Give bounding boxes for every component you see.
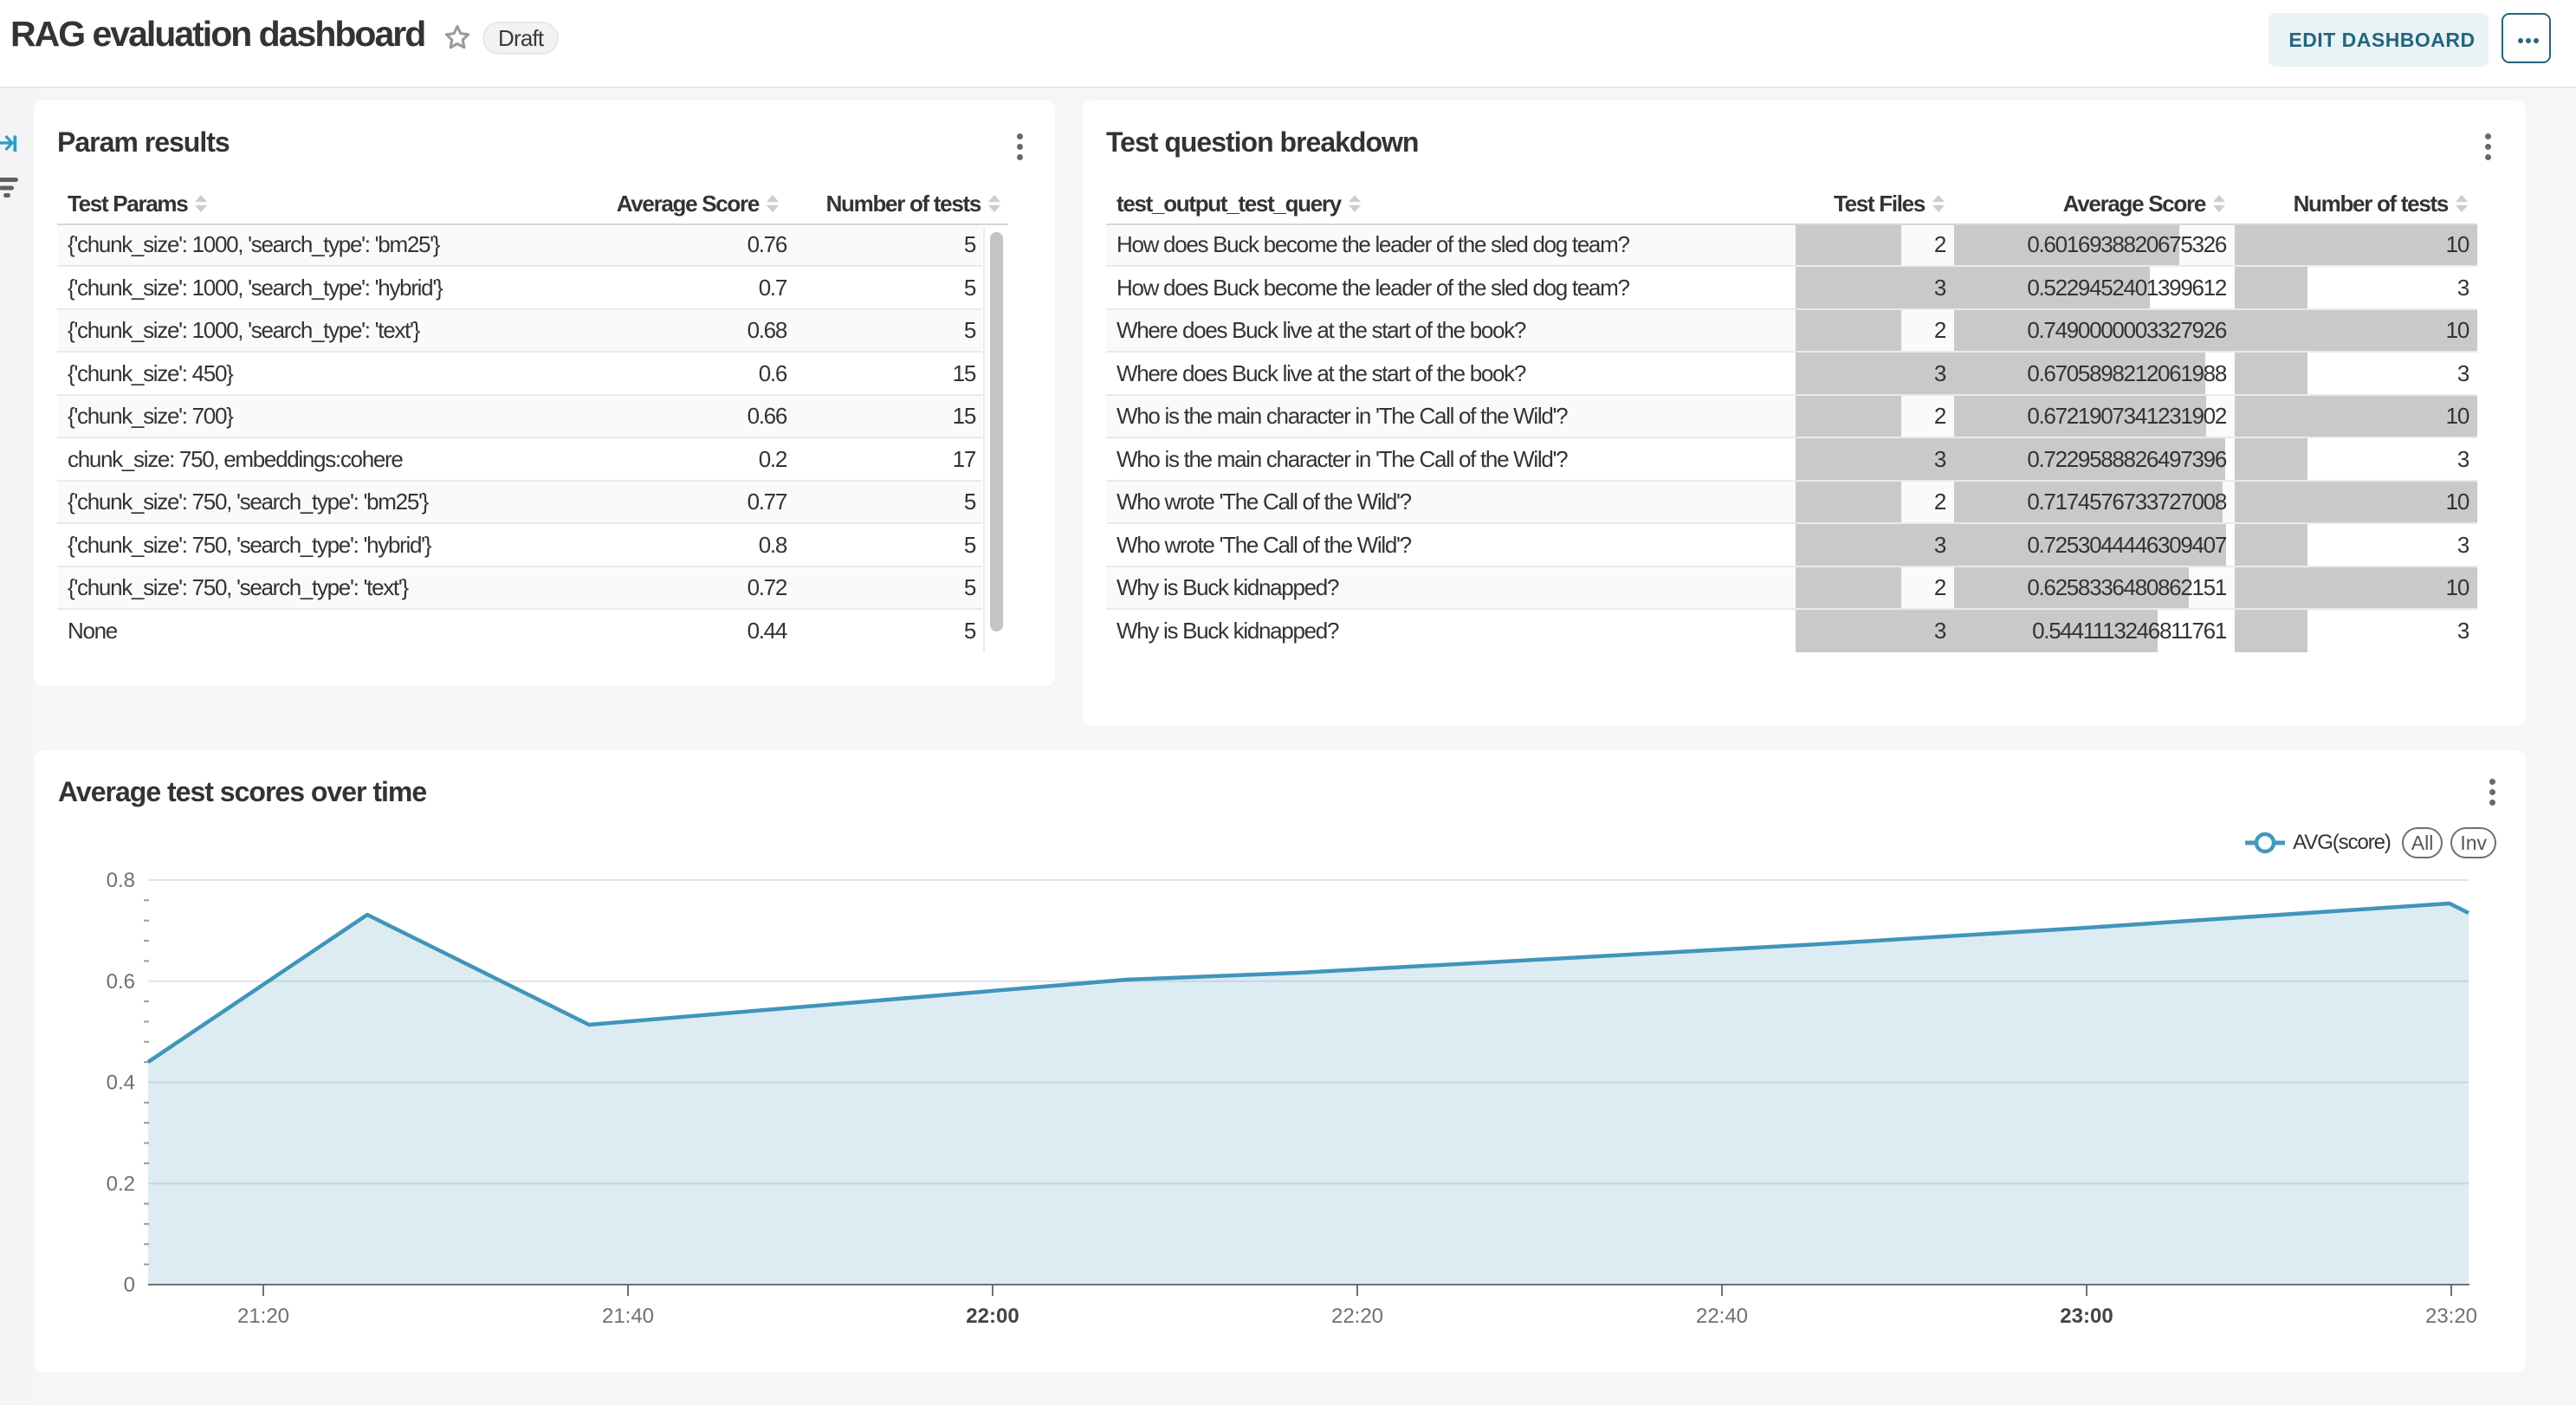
svg-text:0.2: 0.2 [107, 1172, 135, 1195]
svg-text:22:20: 22:20 [1331, 1305, 1383, 1328]
svg-text:0.4: 0.4 [107, 1072, 135, 1095]
svg-text:0: 0 [124, 1273, 135, 1297]
svg-text:21:20: 21:20 [237, 1305, 289, 1328]
svg-text:23:00: 23:00 [2060, 1305, 2113, 1328]
svg-text:0.8: 0.8 [107, 869, 135, 892]
svg-text:23:20: 23:20 [2425, 1305, 2477, 1328]
svg-text:22:00: 22:00 [966, 1305, 1019, 1328]
svg-text:0.6: 0.6 [107, 970, 135, 994]
svg-text:21:40: 21:40 [602, 1305, 654, 1328]
svg-text:22:40: 22:40 [1696, 1305, 1748, 1328]
